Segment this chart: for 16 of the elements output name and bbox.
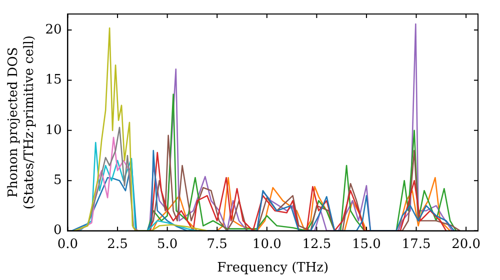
y-tick-label: 15: [45, 72, 62, 88]
x-tick-label: 15.0: [352, 236, 381, 252]
x-tick-label: 12.5: [302, 236, 332, 252]
y-tick-label: 5: [53, 172, 62, 188]
y-tick-label: 10: [45, 122, 62, 138]
x-tick-label: 5.0: [156, 236, 178, 252]
x-tick-label: 7.5: [206, 236, 228, 252]
x-tick-label: 0.0: [57, 236, 78, 252]
x-tick-label: 20.0: [452, 236, 481, 252]
x-tick-label: 10.0: [252, 236, 282, 252]
x-tick-label: 2.5: [107, 236, 128, 252]
y-tick-label: 0: [53, 223, 62, 238]
x-tick-label: 17.5: [402, 236, 431, 252]
x-axis-title: Frequency (THz): [217, 260, 329, 276]
y-tick-label: 20: [45, 22, 62, 38]
y-axis-title: Phonon projected DOS (States/THz·primitive cell): [6, 35, 37, 210]
